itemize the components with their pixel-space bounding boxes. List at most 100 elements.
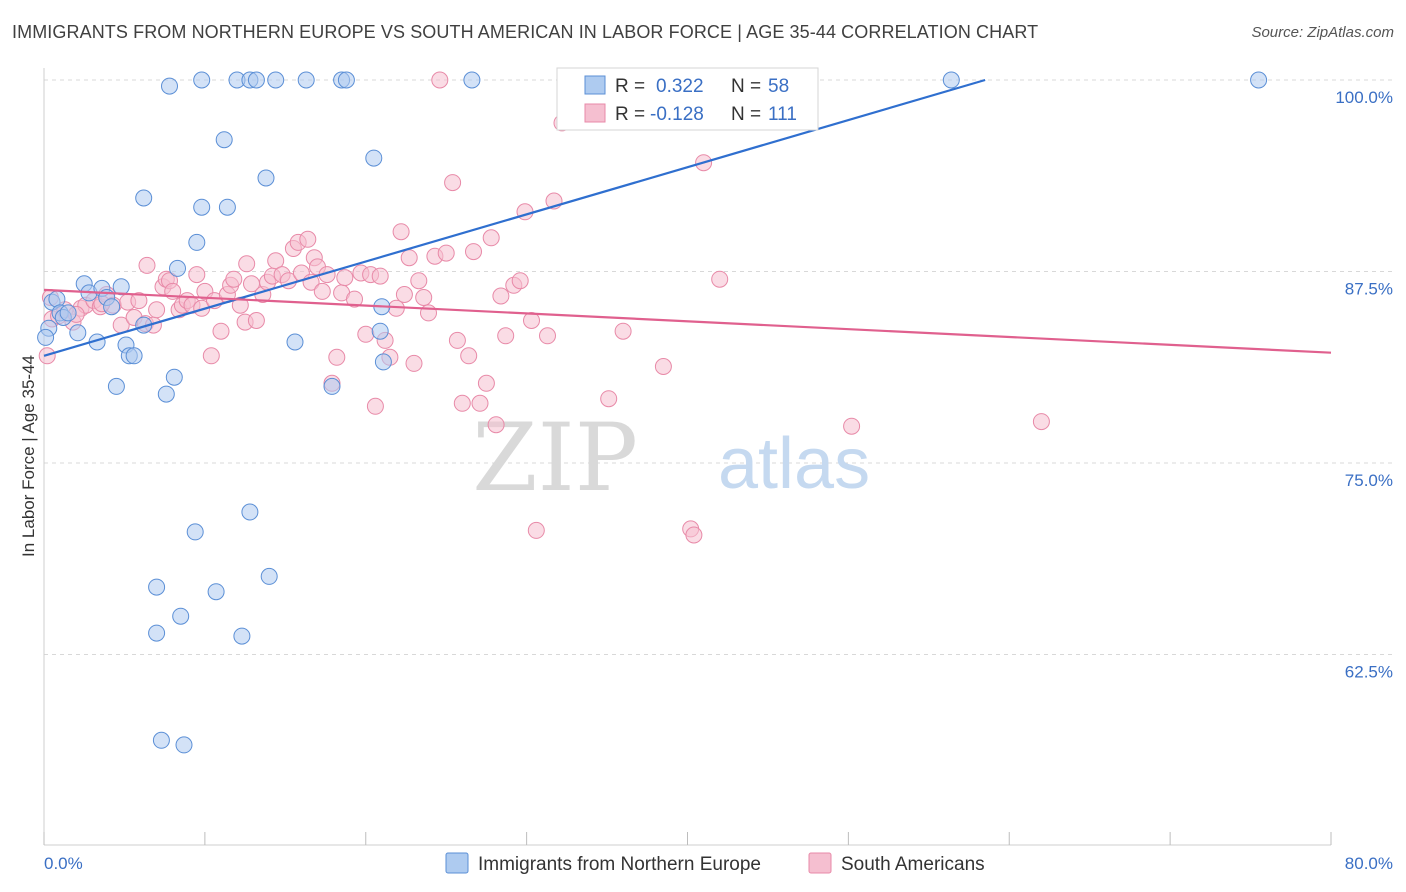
south-americans-point: [497, 327, 515, 345]
northern-europe-point: [103, 298, 121, 316]
bottom-legend-label-pink: South Americans: [841, 854, 985, 875]
y-tick-labels: 100.0% 87.5% 75.0% 62.5%: [1335, 88, 1393, 682]
south-americans-point: [437, 244, 455, 262]
northern-europe-point: [48, 290, 66, 308]
south-americans-point: [336, 269, 354, 287]
northern-europe-point: [233, 627, 251, 645]
northern-europe-point: [186, 523, 204, 541]
northern-europe-point: [112, 278, 130, 296]
south-americans-point: [539, 327, 556, 345]
south-americans-point: [654, 358, 672, 375]
legend-n-value-pink: 111: [768, 104, 797, 125]
south-americans-point: [1032, 413, 1050, 431]
south-americans-point: [410, 272, 428, 290]
y-tick-label: 75.0%: [1345, 471, 1393, 490]
northern-europe-point: [148, 578, 166, 596]
northern-europe-point: [365, 149, 383, 167]
northern-europe-point: [161, 77, 178, 95]
south-americans-point: [225, 270, 243, 288]
bottom-legend-label-blue: Immigrants from Northern Europe: [478, 854, 761, 875]
south-americans-point: [395, 286, 413, 303]
northern-europe-point: [157, 385, 175, 403]
south-americans-point: [130, 292, 148, 310]
south-americans-point: [138, 256, 156, 274]
northern-europe-point: [107, 377, 125, 395]
y-tick-label: 62.5%: [1345, 663, 1393, 682]
south-americans-point: [482, 229, 500, 247]
y-tick-label: 100.0%: [1335, 88, 1393, 107]
south-americans-point: [685, 526, 703, 544]
source-credit: Source: ZipAtlas.com: [1251, 24, 1394, 41]
south-americans-point: [711, 270, 729, 288]
south-americans-point: [202, 347, 220, 365]
watermark: ZIP atlas: [472, 404, 870, 513]
legend-r-label-pink: R =: [615, 104, 645, 125]
south-americans-point: [313, 282, 331, 300]
northern-europe-point: [169, 259, 186, 277]
x-ticks: [43, 832, 1332, 845]
south-americans-point: [267, 252, 285, 270]
south-americans-point: [527, 521, 545, 539]
south-americans-point: [400, 249, 418, 267]
northern-europe-point: [69, 324, 87, 342]
chart-title: IMMIGRANTS FROM NORTHERN EUROPE VS SOUTH…: [12, 22, 1039, 42]
trend-lines: [43, 78, 1332, 357]
south-americans-point: [247, 312, 265, 329]
south-americans-point: [371, 267, 389, 285]
south-americans-point: [448, 331, 466, 349]
northern-europe-point: [175, 736, 193, 754]
x-tick-label-min: 0.0%: [44, 854, 83, 873]
northern-europe-point: [463, 71, 481, 89]
northern-europe-point: [218, 198, 236, 216]
bottom-legend-swatch-pink: [808, 852, 832, 874]
y-tick-label: 87.5%: [1345, 280, 1393, 299]
northern-europe-point: [297, 71, 315, 89]
south-americans-point: [465, 243, 482, 261]
trend-line-south-americans: [43, 288, 1332, 354]
x-tick-label-max: 80.0%: [1345, 854, 1393, 873]
northern-europe-points: [37, 71, 1268, 754]
south-americans-point: [148, 301, 166, 319]
bottom-legend-swatch-blue: [445, 852, 469, 874]
correlation-legend: R = 0.322 N = 58 R = -0.128 N = 111: [556, 67, 819, 131]
northern-europe-point: [1250, 71, 1268, 89]
northern-europe-point: [165, 368, 183, 386]
legend-n-value-blue: 58: [768, 76, 789, 97]
legend-n-label-pink: N =: [731, 104, 761, 125]
south-americans-point: [415, 289, 433, 306]
northern-europe-point: [286, 333, 304, 351]
south-americans-point: [188, 266, 206, 284]
south-americans-point: [471, 394, 489, 412]
south-americans-point: [431, 71, 449, 89]
northern-europe-point: [193, 198, 211, 216]
south-americans-point: [405, 354, 423, 372]
south-americans-point: [460, 347, 478, 365]
northern-europe-point: [247, 71, 265, 89]
northern-europe-point: [152, 731, 170, 749]
south-americans-point: [444, 174, 462, 192]
south-americans-point: [357, 325, 375, 343]
south-americans-point: [238, 255, 256, 273]
axes: [43, 68, 1331, 846]
northern-europe-point: [125, 347, 143, 365]
south-americans-point: [299, 230, 317, 248]
south-americans-point: [600, 390, 618, 408]
watermark-atlas: atlas: [718, 424, 870, 504]
gridlines: [44, 79, 1393, 655]
northern-europe-point: [374, 353, 392, 371]
series-legend: Immigrants from Northern Europe South Am…: [445, 852, 985, 875]
northern-europe-point: [59, 304, 77, 322]
south-americans-point: [614, 322, 632, 340]
south-americans-point: [477, 374, 495, 392]
northern-europe-point: [942, 71, 960, 89]
northern-europe-point: [148, 624, 166, 642]
northern-europe-point: [37, 328, 55, 346]
northern-europe-point: [188, 233, 206, 251]
south-americans-point: [212, 322, 230, 340]
south-americans-point: [843, 417, 861, 435]
trend-line-northern-europe: [43, 78, 986, 357]
northern-europe-point: [135, 189, 153, 207]
northern-europe-point: [257, 169, 275, 187]
south-americans-point: [523, 312, 540, 329]
